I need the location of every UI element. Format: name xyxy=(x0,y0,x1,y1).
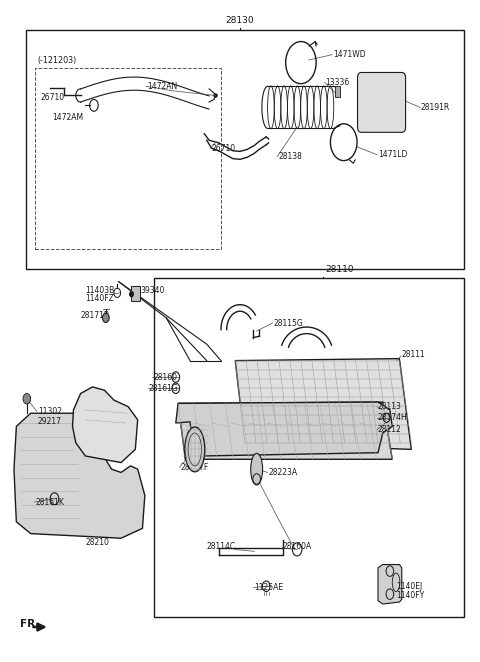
Polygon shape xyxy=(178,402,392,459)
Bar xyxy=(26,30,464,269)
Text: 28113: 28113 xyxy=(378,402,402,411)
Text: (-121203): (-121203) xyxy=(38,56,77,65)
Text: 1140FY: 1140FY xyxy=(396,591,424,600)
Text: 1471WD: 1471WD xyxy=(333,50,365,59)
Polygon shape xyxy=(176,402,392,456)
Polygon shape xyxy=(378,565,402,604)
Text: 28112: 28112 xyxy=(378,425,402,434)
Text: 28117F: 28117F xyxy=(180,463,209,471)
Text: 13336: 13336 xyxy=(325,78,350,87)
Bar xyxy=(36,68,221,249)
Bar xyxy=(131,286,140,301)
Text: 1125AE: 1125AE xyxy=(254,583,283,592)
Text: 28174H: 28174H xyxy=(378,413,408,422)
Text: 1472AN: 1472AN xyxy=(147,82,178,91)
Polygon shape xyxy=(14,413,145,538)
Text: 28138: 28138 xyxy=(278,152,302,161)
Text: 1471LD: 1471LD xyxy=(378,150,408,159)
FancyBboxPatch shape xyxy=(358,72,406,132)
Text: 28130: 28130 xyxy=(226,16,254,25)
Text: FR.: FR. xyxy=(20,619,39,629)
Text: 39340: 39340 xyxy=(140,286,165,295)
Text: 26710: 26710 xyxy=(40,93,64,102)
Text: 11403B: 11403B xyxy=(85,286,115,295)
Bar xyxy=(155,279,464,617)
Circle shape xyxy=(103,313,109,322)
Text: 28110: 28110 xyxy=(325,265,354,274)
Circle shape xyxy=(130,291,133,297)
Text: 26710: 26710 xyxy=(212,144,236,153)
Circle shape xyxy=(23,393,31,404)
Text: 1140EJ: 1140EJ xyxy=(396,582,422,591)
Text: 28161G: 28161G xyxy=(149,384,179,393)
Text: 28160: 28160 xyxy=(154,373,178,381)
Text: 28223A: 28223A xyxy=(268,468,298,477)
Text: 28161K: 28161K xyxy=(36,498,64,506)
Text: 28191R: 28191R xyxy=(421,103,450,112)
Text: 28114C: 28114C xyxy=(207,542,236,551)
Text: 28111: 28111 xyxy=(402,350,426,359)
Text: 11302: 11302 xyxy=(38,406,62,416)
Text: 29217: 29217 xyxy=(38,416,62,426)
Text: 28160A: 28160A xyxy=(283,542,312,551)
Ellipse shape xyxy=(185,427,205,472)
Text: 28115G: 28115G xyxy=(273,318,303,328)
Ellipse shape xyxy=(251,453,263,485)
Text: 28210: 28210 xyxy=(85,538,109,547)
Polygon shape xyxy=(235,359,411,449)
Bar xyxy=(335,85,340,97)
Text: 1140FZ: 1140FZ xyxy=(85,294,114,303)
Polygon shape xyxy=(72,387,138,463)
Text: 1472AM: 1472AM xyxy=(52,113,83,122)
Text: 28171B: 28171B xyxy=(81,310,109,320)
